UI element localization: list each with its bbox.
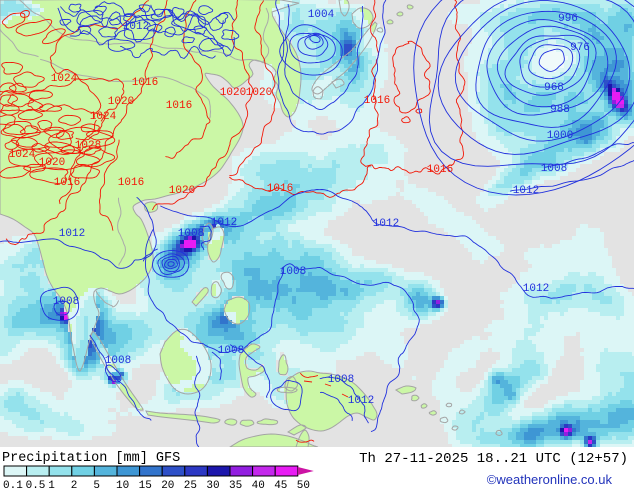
svg-text:Th 27-11-2025 18..21 UTC (12+5: Th 27-11-2025 18..21 UTC (12+57)	[359, 451, 628, 467]
svg-text:50: 50	[297, 480, 310, 490]
svg-text:1008: 1008	[328, 374, 354, 386]
svg-text:20: 20	[161, 480, 174, 490]
svg-text:0.5: 0.5	[26, 480, 46, 490]
svg-text:1012: 1012	[523, 283, 549, 295]
svg-text:1020: 1020	[169, 185, 195, 197]
svg-text:1016: 1016	[166, 100, 192, 112]
svg-text:10: 10	[116, 480, 129, 490]
svg-text:1024: 1024	[9, 149, 36, 161]
svg-text:15: 15	[139, 480, 152, 490]
svg-text:1016: 1016	[427, 164, 453, 176]
svg-text:1012: 1012	[373, 218, 399, 230]
svg-text:1016: 1016	[54, 177, 80, 189]
svg-text:1016: 1016	[132, 77, 158, 89]
svg-text:25: 25	[184, 480, 197, 490]
svg-text:1004: 1004	[308, 9, 335, 21]
svg-text:968: 968	[544, 82, 564, 94]
svg-text:976: 976	[570, 42, 590, 54]
svg-text:1016: 1016	[118, 177, 144, 189]
svg-text:988: 988	[550, 104, 570, 116]
svg-text:45: 45	[274, 480, 287, 490]
svg-text:2: 2	[71, 480, 78, 490]
svg-text:1012: 1012	[123, 21, 149, 33]
svg-text:1008: 1008	[280, 266, 306, 278]
svg-text:1008: 1008	[541, 163, 567, 175]
svg-text:5: 5	[93, 480, 100, 490]
svg-text:1024: 1024	[51, 73, 78, 85]
svg-text:40: 40	[252, 480, 265, 490]
svg-text:1: 1	[48, 480, 55, 490]
svg-text:1028: 1028	[75, 140, 101, 152]
svg-text:1012: 1012	[348, 395, 374, 407]
svg-text:Precipitation [mm] GFS: Precipitation [mm] GFS	[2, 451, 180, 466]
svg-text:1024: 1024	[90, 111, 117, 123]
svg-text:0.1: 0.1	[3, 480, 23, 490]
svg-text:1008: 1008	[53, 296, 79, 308]
svg-text:1008: 1008	[105, 355, 131, 367]
svg-text:1000: 1000	[547, 130, 573, 142]
svg-text:1020: 1020	[220, 87, 246, 99]
svg-text:30: 30	[206, 480, 219, 490]
svg-text:1012: 1012	[513, 185, 539, 197]
svg-text:1008: 1008	[178, 228, 204, 240]
svg-text:©weatheronline.co.uk: ©weatheronline.co.uk	[487, 472, 613, 487]
svg-text:1020: 1020	[39, 157, 65, 169]
svg-text:1012: 1012	[59, 228, 85, 240]
svg-text:1008: 1008	[218, 345, 244, 357]
svg-text:996: 996	[558, 13, 578, 25]
svg-text:1012: 1012	[211, 217, 237, 229]
svg-text:35: 35	[229, 480, 242, 490]
svg-text:1020: 1020	[246, 87, 272, 99]
svg-text:1016: 1016	[267, 183, 293, 195]
svg-text:1020: 1020	[108, 96, 134, 108]
svg-text:1016: 1016	[364, 95, 390, 107]
